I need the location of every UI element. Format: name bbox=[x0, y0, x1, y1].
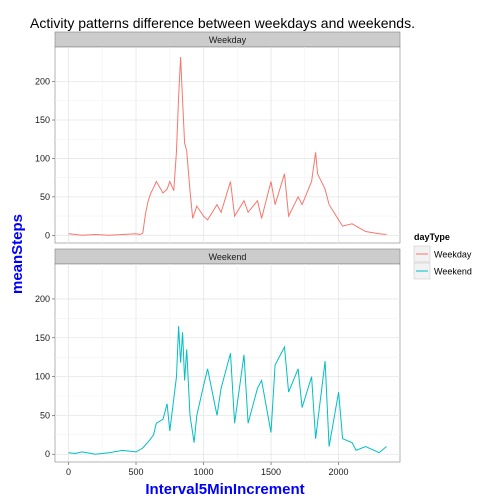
facet-strip-label: Weekday bbox=[209, 35, 247, 45]
y-tick-label: 100 bbox=[35, 153, 50, 163]
y-axis-title: meanSteps bbox=[9, 214, 26, 294]
x-axis-ticks: 0 500 1000 1500 2000 bbox=[66, 462, 349, 477]
y-tick-label: 0 bbox=[45, 449, 50, 459]
series-line-weekday bbox=[68, 56, 387, 236]
chart-title: Activity patterns difference between wee… bbox=[30, 15, 415, 31]
series-line-weekend bbox=[68, 326, 387, 455]
y-tick-label: 150 bbox=[35, 333, 50, 343]
legend-title: dayType bbox=[414, 232, 450, 242]
facet-strip-label: Weekend bbox=[209, 252, 247, 262]
x-tick-label: 0 bbox=[66, 467, 71, 477]
y-tick-label: 50 bbox=[40, 192, 50, 202]
y-tick-label: 50 bbox=[40, 410, 50, 420]
y-tick-label: 150 bbox=[35, 115, 50, 125]
x-tick-label: 1000 bbox=[194, 467, 214, 477]
panel-weekend: Weekend 0 50 100 150 200 bbox=[35, 248, 401, 463]
legend-label: Weekday bbox=[434, 250, 472, 260]
y-tick-label: 200 bbox=[35, 294, 50, 304]
y-tick-label: 100 bbox=[35, 372, 50, 382]
panel-background bbox=[54, 46, 401, 244]
x-tick-label: 1500 bbox=[261, 467, 281, 477]
y-tick-label: 200 bbox=[35, 77, 50, 87]
legend: dayType Weekday Weekend bbox=[413, 232, 472, 280]
legend-label: Weekend bbox=[434, 267, 472, 277]
x-tick-label: 500 bbox=[129, 467, 144, 477]
facet-panels: Weekday 0 50 100 150 200 Weekend 0 50 100 150 200 bbox=[35, 31, 401, 463]
panel-weekday: Weekday 0 50 100 150 200 bbox=[35, 31, 401, 244]
x-tick-label: 2000 bbox=[329, 467, 349, 477]
y-tick-label: 0 bbox=[45, 230, 50, 240]
x-axis-title: Interval5MinIncrement bbox=[145, 481, 304, 498]
